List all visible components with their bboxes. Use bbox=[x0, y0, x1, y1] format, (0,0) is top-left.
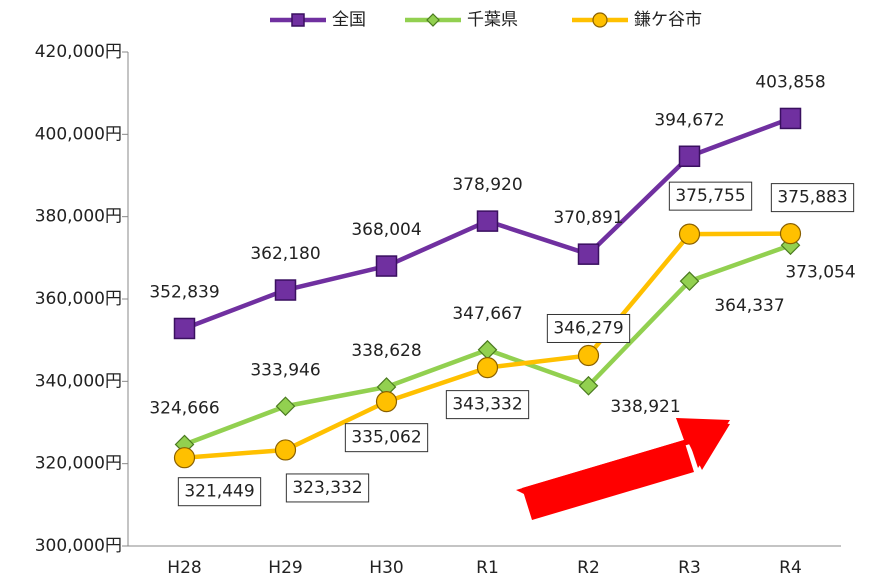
trend-arrow-body bbox=[522, 440, 694, 520]
y-tick-label: 320,000円 bbox=[35, 454, 122, 474]
marker bbox=[779, 223, 802, 245]
label-box bbox=[445, 390, 530, 420]
trend-arrow-head bbox=[676, 418, 730, 470]
data-label: 343,332 bbox=[452, 395, 522, 415]
marker bbox=[476, 357, 499, 379]
y-tick-label: 380,000円 bbox=[35, 207, 122, 227]
marker bbox=[678, 145, 701, 168]
marker bbox=[779, 107, 802, 130]
x-tick-label: H30 bbox=[369, 558, 403, 578]
x-tick-label: H28 bbox=[167, 558, 201, 578]
x-tick-label: R3 bbox=[678, 558, 701, 578]
legend-label: 千葉県 bbox=[467, 10, 518, 30]
data-label: 323,332 bbox=[292, 478, 362, 498]
legend-label: 鎌ケ谷市 bbox=[634, 10, 702, 30]
data-label: 370,891 bbox=[553, 208, 623, 228]
y-tick-label: 420,000円 bbox=[35, 42, 122, 62]
legend-label: 全国 bbox=[332, 10, 366, 30]
legend-marker bbox=[592, 12, 608, 28]
data-label: 403,858 bbox=[755, 72, 825, 92]
label-box bbox=[344, 423, 429, 453]
y-tick-label: 360,000円 bbox=[35, 289, 122, 309]
data-label: 324,666 bbox=[149, 398, 219, 418]
data-label: 352,839 bbox=[149, 282, 219, 302]
data-label: 362,180 bbox=[250, 244, 320, 264]
marker bbox=[173, 317, 196, 340]
marker bbox=[578, 375, 599, 396]
data-label: 333,946 bbox=[250, 360, 320, 380]
marker bbox=[375, 255, 398, 277]
x-tick-label: R2 bbox=[577, 558, 600, 578]
data-label: 321,449 bbox=[184, 482, 254, 502]
legend-marker bbox=[426, 13, 440, 27]
marker bbox=[577, 243, 600, 265]
x-tick-label: H29 bbox=[268, 558, 302, 578]
y-tick-label: 340,000円 bbox=[35, 371, 122, 391]
label-box bbox=[770, 183, 855, 213]
data-label: 338,628 bbox=[351, 341, 421, 361]
marker bbox=[577, 344, 600, 367]
label-box bbox=[668, 181, 753, 211]
x-tick-label: R4 bbox=[779, 558, 802, 578]
data-label: 364,337 bbox=[714, 296, 784, 316]
data-label: 346,279 bbox=[553, 318, 623, 338]
marker bbox=[477, 339, 498, 360]
data-label: 375,883 bbox=[777, 188, 847, 208]
data-label: 373,054 bbox=[785, 262, 855, 282]
label-box bbox=[285, 473, 370, 503]
data-label: 335,062 bbox=[351, 428, 421, 448]
marker bbox=[375, 391, 398, 413]
data-label: 347,667 bbox=[452, 304, 522, 324]
marker bbox=[173, 447, 196, 469]
data-label: 338,921 bbox=[610, 397, 680, 417]
data-label: 378,920 bbox=[452, 175, 522, 195]
x-tick-label: R1 bbox=[476, 558, 499, 578]
label-box bbox=[177, 477, 262, 507]
data-label: 368,004 bbox=[351, 220, 421, 240]
marker bbox=[275, 396, 296, 417]
marker bbox=[274, 439, 297, 461]
data-label: 394,672 bbox=[654, 110, 724, 130]
y-tick-label: 400,000円 bbox=[35, 124, 122, 144]
marker bbox=[476, 210, 499, 232]
marker bbox=[274, 279, 297, 301]
legend-marker bbox=[291, 13, 305, 27]
data-label: 375,755 bbox=[675, 186, 745, 206]
y-tick-label: 300,000円 bbox=[35, 536, 122, 556]
marker bbox=[678, 223, 701, 245]
label-box bbox=[546, 313, 631, 343]
marker bbox=[679, 271, 700, 291]
